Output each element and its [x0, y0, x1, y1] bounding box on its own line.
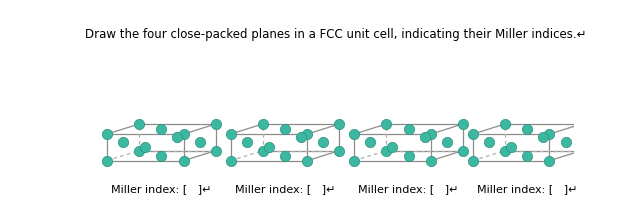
Point [500, 122, 510, 126]
Point [500, 149, 510, 152]
Point [258, 149, 268, 152]
Point [302, 159, 313, 163]
Point [382, 149, 392, 152]
Point [468, 132, 478, 136]
Point [172, 136, 182, 139]
Point [382, 122, 392, 126]
Point [211, 122, 221, 126]
Point [544, 159, 554, 163]
Point [140, 146, 151, 149]
Point [365, 140, 375, 144]
Point [426, 132, 436, 136]
Point [296, 136, 306, 139]
Point [544, 132, 554, 136]
Point [302, 132, 313, 136]
Point [560, 140, 570, 144]
Point [156, 154, 167, 157]
Text: Miller index: [   ]↵: Miller index: [ ]↵ [477, 184, 577, 194]
Text: Miller index: [   ]↵: Miller index: [ ]↵ [359, 184, 459, 194]
Point [538, 136, 549, 139]
Point [280, 154, 290, 157]
Point [577, 122, 587, 126]
Point [458, 122, 468, 126]
Point [577, 149, 587, 152]
Point [426, 159, 436, 163]
Text: Draw the four close-packed planes in a FCC unit cell, indicating their Miller in: Draw the four close-packed planes in a F… [85, 29, 586, 41]
Point [134, 122, 144, 126]
Point [334, 149, 345, 152]
Point [458, 149, 468, 152]
Point [179, 132, 189, 136]
Point [280, 127, 290, 131]
Point [420, 136, 430, 139]
Text: Miller index: [   ]↵: Miller index: [ ]↵ [111, 184, 212, 194]
Point [387, 146, 397, 149]
Point [258, 122, 268, 126]
Point [195, 140, 205, 144]
Point [441, 140, 452, 144]
Point [263, 146, 274, 149]
Point [102, 159, 112, 163]
Point [349, 132, 359, 136]
Point [522, 127, 532, 131]
Point [211, 149, 221, 152]
Point [225, 132, 235, 136]
Point [484, 140, 494, 144]
Text: Miller index: [   ]↵: Miller index: [ ]↵ [235, 184, 335, 194]
Point [102, 132, 112, 136]
Point [349, 159, 359, 163]
Point [522, 154, 532, 157]
Point [179, 159, 189, 163]
Point [506, 146, 516, 149]
Point [156, 127, 167, 131]
Point [242, 140, 252, 144]
Point [134, 149, 144, 152]
Point [468, 159, 478, 163]
Point [334, 122, 345, 126]
Point [318, 140, 329, 144]
Point [403, 127, 413, 131]
Point [225, 159, 235, 163]
Point [118, 140, 128, 144]
Point [403, 154, 413, 157]
